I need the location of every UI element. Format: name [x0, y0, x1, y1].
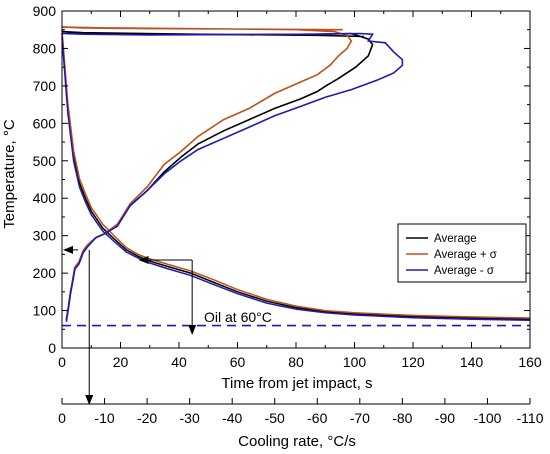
legend: Average Average + σ Average - σ: [397, 223, 527, 283]
rate-curve-average: [61, 30, 374, 321]
rate-curve-average: [61, 26, 353, 321]
x2-tick-label: -70: [350, 410, 370, 426]
y-tick-label: 0: [48, 340, 56, 356]
y-axis-label: Temperature, °C: [1, 119, 18, 229]
plot-frame: [61, 10, 531, 349]
x-tick-label: 60: [230, 354, 246, 370]
x-tick-label: 160: [518, 354, 542, 370]
x-tick-label: 140: [460, 354, 484, 370]
x2-tick-label: -100: [473, 410, 501, 426]
y-tick-label: 900: [33, 3, 57, 19]
axis-layer: 0 100 200 300 400 500 600 700 800 900 0 20 40 60 80 100…: [33, 3, 544, 426]
x-tick-label: 40: [171, 354, 187, 370]
x2-tick-label: -80: [392, 410, 412, 426]
annotation-layer: [63, 245, 197, 405]
x2-tick-label: -20: [137, 410, 157, 426]
x-tick-label: 120: [401, 354, 425, 370]
x-tick-label: 0: [58, 354, 66, 370]
rate-curve-average: [61, 32, 404, 322]
x2-tick-label: -50: [265, 410, 285, 426]
legend-label: Average: [434, 233, 477, 245]
x2-tick-label: -40: [222, 410, 242, 426]
x-tick-label: 100: [343, 354, 367, 370]
y-tick-label: 200: [33, 265, 57, 281]
y-tick-label: 300: [33, 228, 57, 244]
oil-line-label: Oil at 60°C: [204, 309, 272, 325]
time-curve-average: [61, 33, 531, 320]
x2-tick-label: -30: [180, 410, 200, 426]
x-tick-label: 80: [288, 354, 304, 370]
series-layer: [61, 26, 531, 327]
x2-tick-label: -90: [435, 410, 455, 426]
y-tick-label: 700: [33, 78, 57, 94]
x-axis-label: Time from jet impact, s: [221, 375, 372, 392]
y-tick-label: 600: [33, 115, 57, 131]
x2-tick-label: -110: [517, 410, 544, 426]
x2-tick-label: -60: [307, 410, 327, 426]
y-tick-label: 800: [33, 40, 57, 56]
time-curve-average: [61, 29, 531, 319]
time-curve-average: [61, 37, 531, 322]
legend-label: Average - σ: [434, 265, 494, 277]
y-tick-label: 100: [33, 303, 57, 319]
y-tick-label: 500: [33, 153, 57, 169]
x2-axis-label: Cooling rate, °C/s: [238, 433, 356, 450]
legend-box: [397, 223, 527, 283]
x2-tick-label: -10: [94, 410, 114, 426]
y-tick-label: 400: [33, 190, 57, 206]
x-tick-label: 20: [113, 354, 129, 370]
legend-label: Average + σ: [434, 249, 497, 261]
x2-tick-label: 0: [58, 410, 66, 426]
